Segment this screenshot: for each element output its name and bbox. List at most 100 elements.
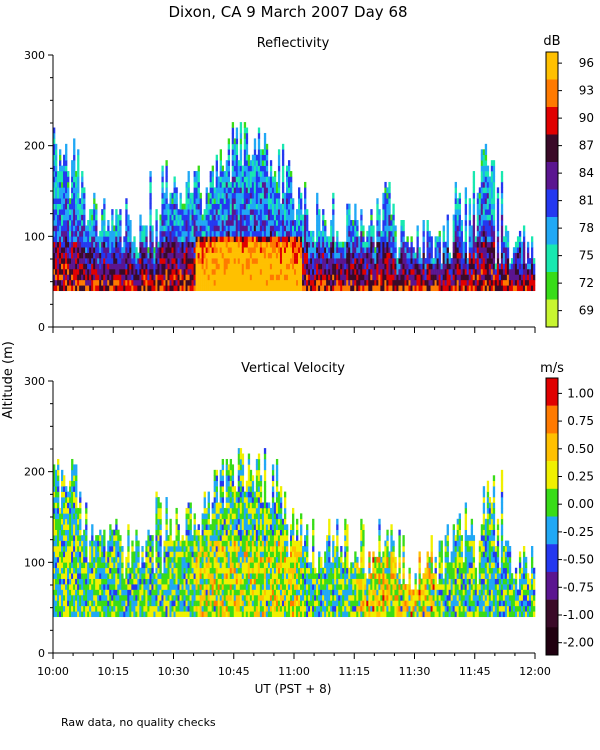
heatmap-cell	[189, 192, 192, 199]
heatmap-cell	[53, 578, 56, 585]
heatmap-cell	[53, 562, 56, 569]
heatmap-cell	[243, 154, 247, 161]
heatmap-cell	[422, 241, 425, 248]
heatmap-cell	[482, 187, 486, 194]
heatmap-cell	[145, 241, 148, 248]
heatmap-cell	[115, 230, 118, 237]
heatmap-cell	[101, 263, 104, 270]
heatmap-cell	[390, 241, 393, 248]
heatmap-cell	[360, 236, 363, 243]
heatmap-cell	[490, 263, 494, 270]
heatmap-cell	[77, 176, 80, 183]
heatmap-cell	[129, 274, 132, 281]
heatmap-cell	[195, 230, 198, 237]
heatmap-cell	[215, 214, 218, 221]
heatmap-cell	[492, 263, 496, 270]
heatmap-cell	[376, 220, 379, 226]
heatmap-cell	[518, 274, 522, 281]
heatmap-cell	[229, 252, 233, 259]
heatmap-cell	[173, 209, 176, 215]
heatmap-cell	[173, 214, 176, 221]
heatmap-cell	[63, 475, 66, 482]
heatmap-cell	[482, 209, 486, 215]
heatmap-cell	[79, 274, 82, 281]
heatmap-cell	[332, 220, 335, 226]
heatmap-cell	[149, 600, 152, 607]
heatmap-cell	[195, 247, 198, 253]
heatmap-cell	[281, 258, 285, 264]
heatmap-cell	[221, 203, 225, 210]
colorbar-label: 96	[579, 56, 594, 70]
heatmap-cell	[151, 274, 154, 281]
heatmap-cell	[85, 236, 88, 243]
heatmap-cell	[386, 274, 389, 281]
heatmap-cell	[123, 258, 126, 264]
heatmap-cell	[157, 529, 160, 536]
heatmap-cell	[83, 236, 86, 243]
heatmap-cell	[358, 252, 361, 259]
heatmap-cell	[263, 279, 267, 286]
heatmap-cell	[267, 203, 271, 210]
heatmap-cell	[143, 274, 146, 281]
heatmap-cell	[175, 209, 178, 215]
heatmap-cell	[512, 285, 516, 292]
heatmap-cell	[55, 203, 58, 210]
heatmap-cell	[75, 176, 78, 183]
heatmap-cell	[217, 252, 220, 259]
heatmap-cell	[173, 600, 176, 607]
heatmap-cell	[177, 268, 180, 275]
heatmap-cell	[231, 274, 235, 281]
heatmap-cell	[316, 247, 319, 253]
heatmap-cell	[330, 258, 333, 264]
heatmap-cell	[77, 220, 80, 226]
heatmap-cell	[350, 263, 353, 270]
heatmap-cell	[231, 122, 235, 128]
heatmap-cell	[265, 241, 269, 248]
heatmap-cell	[486, 220, 490, 226]
heatmap-cell	[129, 268, 132, 275]
heatmap-cell	[304, 203, 307, 210]
colorbar-label: 78	[579, 221, 594, 235]
heatmap-cell	[109, 274, 112, 281]
heatmap-cell	[59, 225, 62, 232]
heatmap-cell	[454, 252, 457, 259]
heatmap-cell	[69, 230, 72, 237]
heatmap-cell	[464, 279, 468, 286]
heatmap-cell	[304, 192, 307, 199]
heatmap-cell	[193, 236, 196, 243]
heatmap-cell	[57, 263, 60, 270]
heatmap-cell	[289, 220, 293, 226]
heatmap-cell	[61, 535, 64, 541]
heatmap-cell	[219, 154, 222, 161]
heatmap-cell	[484, 198, 488, 204]
heatmap-cell	[129, 230, 132, 237]
heatmap-cell	[73, 589, 76, 596]
heatmap-cell	[496, 198, 500, 204]
heatmap-cell	[368, 252, 371, 259]
x-axis-label: UT (PST + 8)	[255, 682, 332, 696]
heatmap-cell	[316, 258, 319, 264]
heatmap-cell	[179, 274, 182, 281]
heatmap-cell	[85, 529, 88, 536]
heatmap-cell	[217, 230, 220, 237]
heatmap-cell	[253, 192, 257, 199]
heatmap-cell	[179, 225, 182, 232]
heatmap-cell	[291, 209, 295, 215]
heatmap-cell	[89, 551, 92, 558]
heatmap-cell	[235, 247, 239, 253]
heatmap-cell	[53, 268, 56, 275]
heatmap-cell	[267, 263, 271, 270]
heatmap-cell	[119, 252, 122, 259]
heatmap-cell	[135, 600, 138, 607]
heatmap-cell	[478, 203, 482, 210]
heatmap-cell	[145, 230, 148, 237]
heatmap-cell	[107, 594, 110, 601]
heatmap-cell	[63, 225, 66, 232]
heatmap-cell	[516, 247, 520, 253]
heatmap-cell	[398, 258, 401, 264]
heatmap-cell	[181, 258, 184, 264]
heatmap-cell	[249, 203, 253, 210]
heatmap-cell	[127, 529, 130, 536]
heatmap-cell	[352, 263, 355, 270]
